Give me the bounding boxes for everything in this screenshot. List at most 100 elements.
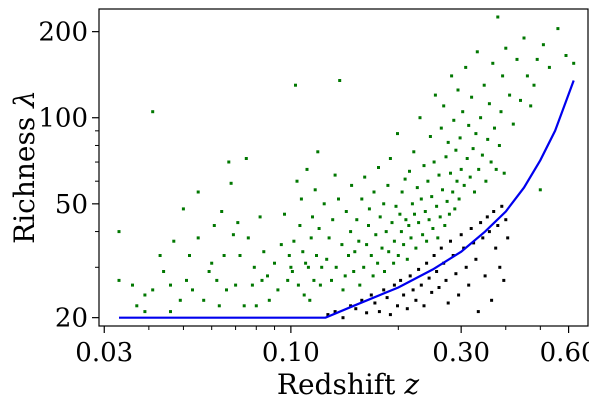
green-cluster-point [410, 202, 414, 206]
green-cluster-point [215, 278, 219, 282]
green-cluster-point [464, 65, 468, 69]
green-cluster-point [450, 74, 454, 78]
black-cluster-point [414, 298, 418, 302]
black-cluster-point [462, 246, 466, 250]
green-cluster-point [318, 283, 322, 287]
green-cluster-point [185, 278, 188, 282]
green-cluster-point [353, 250, 357, 254]
green-cluster-point [380, 246, 384, 250]
green-cluster-point [377, 166, 380, 169]
green-cluster-point [494, 167, 498, 171]
green-cluster-point [446, 140, 450, 144]
black-cluster-point [485, 215, 489, 219]
green-cluster-point [457, 197, 461, 201]
green-cluster-point [309, 236, 313, 240]
green-cluster-point [238, 254, 242, 257]
green-cluster-point [408, 169, 411, 173]
green-cluster-point [131, 283, 134, 287]
green-cluster-point [482, 83, 486, 87]
green-cluster-point [338, 79, 342, 82]
green-cluster-point [432, 160, 436, 164]
green-cluster-point [400, 190, 404, 194]
green-cluster-point [501, 74, 505, 78]
green-cluster-point [394, 204, 398, 208]
green-cluster-point [427, 218, 431, 222]
green-cluster-point [474, 132, 478, 136]
green-cluster-point [415, 186, 419, 190]
green-cluster-point [267, 298, 271, 302]
green-cluster-point [358, 283, 362, 287]
black-cluster-point [464, 265, 468, 269]
black-cluster-point [492, 210, 496, 213]
green-cluster-point [493, 126, 496, 130]
green-cluster-point [525, 74, 529, 78]
green-cluster-point [486, 137, 490, 141]
x-tick-label: 0.10 [262, 338, 320, 368]
x-tick-label: 0.03 [75, 338, 133, 368]
green-cluster-point [299, 197, 303, 201]
tick-labels: 0.03 0.10 0.30 0.60 20 50 100 200 [38, 18, 589, 368]
green-cluster-point [279, 243, 283, 247]
green-cluster-point [444, 155, 448, 159]
green-cluster-point [320, 265, 324, 269]
green-cluster-point [231, 233, 235, 237]
black-cluster-point [449, 239, 452, 243]
green-cluster-point [135, 304, 139, 308]
green-cluster-point [191, 288, 194, 292]
green-cluster-point [431, 227, 435, 230]
green-cluster-point [479, 116, 483, 120]
green-cluster-point [286, 278, 290, 282]
green-cluster-point [344, 210, 348, 213]
green-cluster-point [417, 221, 421, 225]
green-cluster-point [367, 207, 371, 211]
black-cluster-point [487, 230, 491, 234]
green-cluster-point [388, 157, 392, 160]
x-axis-label-symbol: z [403, 368, 419, 401]
green-cluster-point [547, 65, 551, 69]
green-cluster-point [511, 122, 515, 126]
green-cluster-point [413, 212, 416, 216]
y-tick-label: 200 [38, 18, 88, 48]
green-cluster-point [220, 210, 224, 213]
green-cluster-point [337, 197, 340, 201]
green-cluster-point [289, 265, 293, 269]
black-cluster-point [479, 221, 483, 225]
green-cluster-point [294, 83, 297, 87]
green-cluster-point [541, 43, 545, 47]
green-cluster-point [471, 147, 475, 151]
green-cluster-point [508, 93, 512, 97]
green-cluster-point [158, 254, 162, 257]
black-cluster-point [498, 265, 502, 269]
green-cluster-point [117, 278, 121, 282]
green-cluster-point [327, 236, 331, 240]
green-cluster-point [162, 270, 166, 273]
green-cluster-point [532, 83, 536, 87]
green-cluster-point [317, 227, 321, 230]
green-cluster-point [246, 236, 250, 240]
green-cluster-point [407, 224, 411, 227]
green-cluster-point [227, 160, 231, 164]
green-cluster-point [412, 150, 416, 154]
black-cluster-point [483, 274, 487, 278]
green-cluster-point [497, 144, 501, 147]
green-cluster-point [428, 135, 432, 138]
green-cluster-point [287, 254, 291, 257]
green-cluster-point [529, 104, 533, 108]
threshold-curve [119, 80, 575, 319]
green-cluster-point [484, 179, 488, 183]
black-cluster-point [425, 261, 429, 265]
green-cluster-point [371, 274, 375, 278]
black-cluster-point [385, 296, 389, 300]
green-cluster-point [330, 278, 333, 282]
black-cluster-point [432, 254, 436, 257]
green-cluster-point [352, 270, 356, 273]
green-cluster-point [315, 254, 318, 257]
green-cluster-point [396, 132, 399, 136]
green-cluster-point [313, 188, 317, 192]
green-cluster-point [423, 210, 427, 213]
green-cluster-point [452, 118, 456, 122]
green-cluster-point [151, 288, 155, 292]
green-cluster-point [421, 233, 425, 237]
minor-ticks [95, 130, 541, 330]
